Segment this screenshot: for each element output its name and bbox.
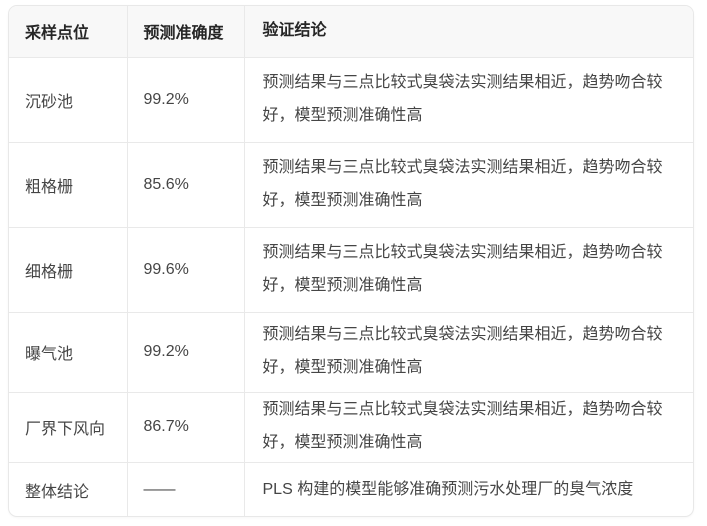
cell-sampling-point: 沉砂池 [9,56,127,142]
cell-conclusion: 预测结果与三点比较式臭袋法实测结果相近，趋势吻合较好，模型预测准确性高 [243,56,693,142]
cell-conclusion: 预测结果与三点比较式臭袋法实测结果相近，趋势吻合较好，模型预测准确性高 [243,311,693,392]
cell-sampling-point: 粗格栅 [9,141,127,227]
header-validation-conclusion: 验证结论 [243,6,693,57]
table-row: 厂界下风向 86.7% 预测结果与三点比较式臭袋法实测结果相近，趋势吻合较好，模… [9,391,693,462]
cell-sampling-point: 细格栅 [9,226,127,312]
cell-accuracy: 99.2% [126,56,244,142]
table-row: 曝气池 99.2% 预测结果与三点比较式臭袋法实测结果相近，趋势吻合较好，模型预… [9,311,693,392]
cell-conclusion: 预测结果与三点比较式臭袋法实测结果相近，趋势吻合较好，模型预测准确性高 [243,141,693,227]
cell-accuracy: 99.6% [126,226,244,312]
header-sampling-point: 采样点位 [9,6,127,57]
header-prediction-accuracy: 预测准确度 [126,6,244,57]
cell-sampling-point: 厂界下风向 [9,391,127,462]
cell-overall-conclusion-label: 整体结论 [9,461,127,516]
table-row: 沉砂池 99.2% 预测结果与三点比较式臭袋法实测结果相近，趋势吻合较好，模型预… [9,56,693,142]
cell-overall-conclusion: PLS 构建的模型能够准确预测污水处理厂的臭气浓度 [243,461,693,516]
table-row: 粗格栅 85.6% 预测结果与三点比较式臭袋法实测结果相近，趋势吻合较好，模型预… [9,141,693,227]
cell-accuracy-dash: —— [126,461,244,516]
validation-table: 采样点位 预测准确度 验证结论 沉砂池 99.2% 预测结果与三点比较式臭袋法实… [9,6,693,516]
table-header: 采样点位 预测准确度 验证结论 [9,6,693,57]
cell-sampling-point: 曝气池 [9,311,127,392]
table-row: 细格栅 99.6% 预测结果与三点比较式臭袋法实测结果相近，趋势吻合较好，模型预… [9,226,693,312]
summary-row: 整体结论 —— PLS 构建的模型能够准确预测污水处理厂的臭气浓度 [9,461,693,516]
cell-conclusion: 预测结果与三点比较式臭袋法实测结果相近，趋势吻合较好，模型预测准确性高 [243,226,693,312]
table-body: 沉砂池 99.2% 预测结果与三点比较式臭袋法实测结果相近，趋势吻合较好，模型预… [9,56,693,516]
cell-conclusion: 预测结果与三点比较式臭袋法实测结果相近，趋势吻合较好，模型预测准确性高 [243,391,693,462]
header-row: 采样点位 预测准确度 验证结论 [9,6,693,57]
cell-accuracy: 99.2% [126,311,244,392]
validation-table-card: 采样点位 预测准确度 验证结论 沉砂池 99.2% 预测结果与三点比较式臭袋法实… [8,5,694,517]
cell-accuracy: 85.6% [126,141,244,227]
cell-accuracy: 86.7% [126,391,244,462]
